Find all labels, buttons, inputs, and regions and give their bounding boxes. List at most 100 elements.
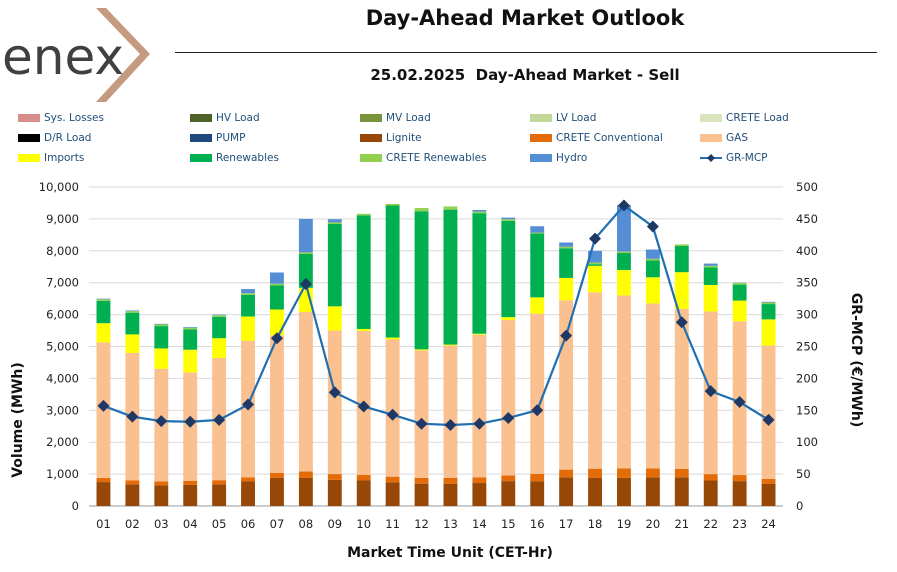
gr-mcp-point	[473, 417, 486, 430]
bar-segment	[212, 315, 227, 317]
bar-segment	[212, 316, 227, 339]
bar-segment	[298, 253, 313, 288]
x-tick-label: 07	[270, 517, 285, 531]
bar-segment	[501, 481, 516, 506]
bar-segment	[183, 327, 198, 328]
y-tick-label: 7,000	[46, 276, 79, 290]
enex-logo: enex	[0, 0, 170, 105]
legend-item: HV Load	[190, 112, 260, 124]
legend-swatch	[190, 154, 212, 162]
bar-segment	[617, 251, 631, 254]
bar-segment	[559, 248, 574, 278]
legend-item: Lignite	[360, 132, 422, 144]
gr-mcp-point	[357, 400, 370, 413]
x-tick-label: 09	[327, 517, 342, 531]
x-tick-label: 16	[530, 517, 545, 531]
page-title: Day-Ahead Market Outlook	[365, 6, 685, 30]
legend-label: Renewables	[216, 152, 279, 164]
bar-segment	[761, 483, 776, 506]
gr-mcp-point	[415, 417, 428, 430]
legend-item: MV Load	[360, 112, 431, 124]
bar-segment	[674, 468, 689, 478]
bar-segment	[645, 468, 660, 478]
bar-segment	[385, 482, 400, 506]
bar-segment	[241, 481, 255, 506]
x-axis-title: Market Time Unit (CET-Hr)	[347, 545, 553, 561]
gr-mcp-point	[299, 277, 312, 290]
y-tick-label: 1,000	[46, 467, 79, 481]
legend-swatch	[190, 134, 212, 142]
gr-mcp-point	[97, 399, 110, 412]
bar-segment	[645, 303, 660, 469]
legend-label: Lignite	[386, 132, 422, 144]
gr-mcp-point	[270, 332, 283, 345]
bar-segment	[761, 319, 776, 346]
bar-segment	[472, 483, 487, 506]
bar-segment	[385, 339, 400, 477]
y-tick-label: 0	[72, 499, 79, 513]
bar-segment	[96, 299, 111, 301]
bar-segment	[125, 312, 140, 335]
gridlines	[89, 186, 783, 507]
bar-segment	[125, 334, 140, 353]
gr-mcp-point	[646, 220, 659, 233]
bar-segment	[530, 473, 545, 482]
bar-segment	[298, 477, 313, 506]
x-tick-label: 01	[96, 517, 111, 531]
bar-segment	[732, 300, 747, 322]
bar-segment	[212, 484, 227, 506]
bar-segment	[270, 285, 284, 310]
x-tick-label: 22	[703, 517, 718, 531]
bar-segment	[559, 242, 574, 247]
legend-item: CRETE Renewables	[360, 152, 487, 164]
y2-tick-label: 350	[796, 276, 818, 290]
title-divider	[175, 52, 877, 53]
legend-item: GR-MCP	[700, 152, 768, 164]
y2-tick-label: 100	[796, 435, 818, 449]
bar-segment	[472, 209, 487, 212]
bar-segment	[559, 469, 574, 478]
bar-segment	[414, 211, 429, 350]
y2-tick-label: 150	[796, 403, 818, 417]
bar-segment	[96, 300, 111, 324]
gr-mcp-point	[531, 404, 544, 417]
bar-segment	[501, 475, 516, 482]
bar-segment	[617, 269, 631, 296]
legend-item: D/R Load	[18, 132, 91, 144]
bar-segment	[270, 477, 284, 506]
bar-segment	[703, 265, 718, 268]
bar-segment	[270, 472, 284, 478]
bar-segment	[732, 481, 747, 506]
bar-segment	[125, 311, 140, 313]
y-axis-title: Volume (MWh)	[10, 362, 26, 478]
bar-segment	[327, 330, 342, 475]
bar-segment	[761, 478, 776, 484]
y-tick-label: 10,000	[39, 180, 79, 194]
bar-segment	[298, 252, 313, 254]
bar-segment	[703, 474, 718, 481]
legend-label: GR-MCP	[726, 152, 768, 164]
legend-item: Sys. Losses	[18, 112, 104, 124]
x-tick-label: 04	[183, 517, 198, 531]
y-tick-label: 2,000	[46, 435, 79, 449]
bar-segment	[617, 205, 631, 252]
x-tick-label: 06	[241, 517, 256, 531]
y-tick-label: 5,000	[46, 340, 79, 354]
bar-segment	[96, 298, 111, 300]
gr-mcp-point	[242, 398, 255, 411]
bar-segment	[96, 323, 111, 343]
legend-swatch	[530, 114, 552, 122]
gr-mcp-polyline	[103, 204, 770, 427]
legend-label: CRETE Conventional	[556, 132, 663, 144]
legend-item: LV Load	[530, 112, 596, 124]
legend-item: GAS	[700, 132, 748, 144]
bar-segment	[674, 272, 689, 309]
bar-segment	[96, 477, 111, 483]
legend-label: D/R Load	[44, 132, 92, 144]
x-tick-label: 12	[414, 517, 429, 531]
bar-segment	[327, 224, 342, 307]
bar-segment	[327, 306, 342, 331]
bar-segment	[645, 258, 660, 261]
bar-segment	[674, 308, 689, 469]
bar-segment	[530, 297, 545, 314]
